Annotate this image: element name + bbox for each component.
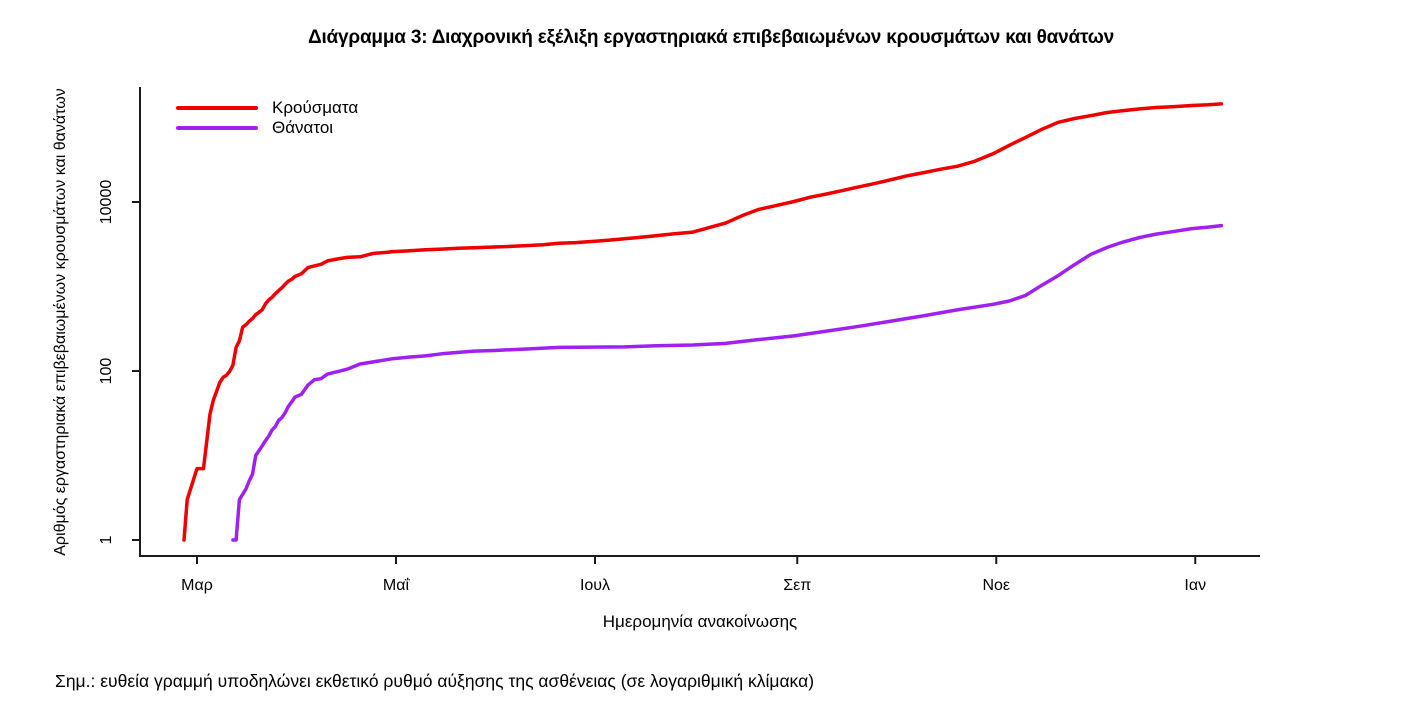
legend: Κρούσματα Θάνατοι	[176, 98, 358, 138]
legend-item-cases: Κρούσματα	[176, 98, 358, 118]
y-tick-label: 1	[98, 535, 115, 544]
y-tick-label: 10000	[98, 180, 115, 225]
cases-line	[182, 102, 1224, 542]
cases-line-swatch	[176, 106, 258, 110]
x-tick-label: Σεπ	[783, 577, 811, 594]
x-tick-label: Μαΐ	[383, 577, 411, 594]
x-tick-label: Ιουλ	[580, 577, 610, 594]
y-tick-label: 100	[98, 358, 115, 385]
deaths-line	[231, 223, 1224, 542]
x-tick-label: Ιαν	[1184, 577, 1206, 594]
deaths-line-swatch	[176, 126, 258, 130]
x-axis-title: Ημερομηνία ανακοίνωσης	[602, 612, 798, 631]
y-axis-title: Αριθμός εργαστηριακά επιβεβαιωμένων κρου…	[52, 88, 69, 556]
legend-label-cases: Κρούσματα	[272, 98, 359, 117]
x-tick-label: Μαρ	[181, 577, 213, 594]
footnote: Σημ.: ευθεία γραμμή υποδηλώνει εκθετικό …	[55, 671, 815, 691]
chart-title: Διάγραμμα 3: Διαχρονική εξέλιξη εργαστηρ…	[308, 27, 1114, 48]
legend-label-deaths: Θάνατοι	[272, 118, 334, 137]
legend-item-deaths: Θάνατοι	[176, 118, 358, 138]
x-tick-label: Νοε	[982, 577, 1010, 594]
